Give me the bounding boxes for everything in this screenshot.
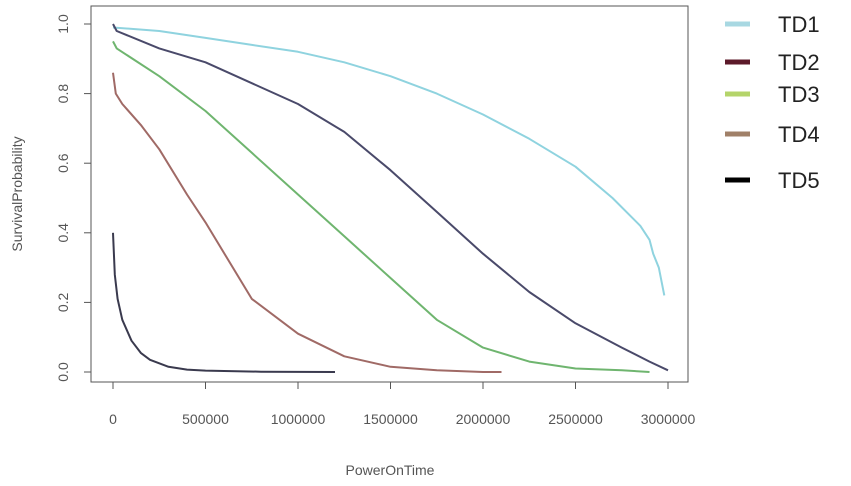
legend: TD1 TD2 TD3 TD4 TD5 <box>725 12 820 193</box>
x-tick-label: 2500000 <box>548 411 603 427</box>
y-tick-label: 0.6 <box>55 153 71 173</box>
legend-label-td2: TD2 <box>778 50 820 75</box>
legend-label-td1: TD1 <box>778 12 820 37</box>
legend-label-td3: TD3 <box>778 82 820 107</box>
x-tick-label: 0 <box>109 411 117 427</box>
x-tick-label: 3000000 <box>641 411 696 427</box>
series-line-td5 <box>112 232 336 373</box>
legend-label-td4: TD4 <box>778 122 820 147</box>
x-axis-label: PowerOnTime <box>346 462 435 478</box>
y-tick-label: 0.2 <box>55 292 71 312</box>
series-lines <box>112 23 669 373</box>
x-tick-label: 2000000 <box>456 411 511 427</box>
y-axis-label: SurvivalProbability <box>9 136 25 251</box>
y-tick-label: 0.4 <box>55 223 71 243</box>
y-axis: 0.0 0.2 0.4 0.6 0.8 1.0 <box>55 14 91 382</box>
y-tick-label: 0.8 <box>55 84 71 104</box>
legend-label-td5: TD5 <box>778 168 820 193</box>
y-tick-label: 1.0 <box>55 14 71 34</box>
x-axis: 0 500000 1000000 1500000 2000000 2500000 30000… <box>109 382 695 427</box>
series-line-td2 <box>112 23 669 372</box>
series-line-td3 <box>112 40 650 373</box>
series-line-td4 <box>112 72 502 373</box>
series-line-td1 <box>112 26 666 296</box>
plot-frame <box>90 5 689 383</box>
x-tick-label: 500000 <box>182 411 229 427</box>
x-tick-label: 1500000 <box>363 411 418 427</box>
y-tick-label: 0.0 <box>55 362 71 382</box>
x-tick-label: 1000000 <box>271 411 326 427</box>
